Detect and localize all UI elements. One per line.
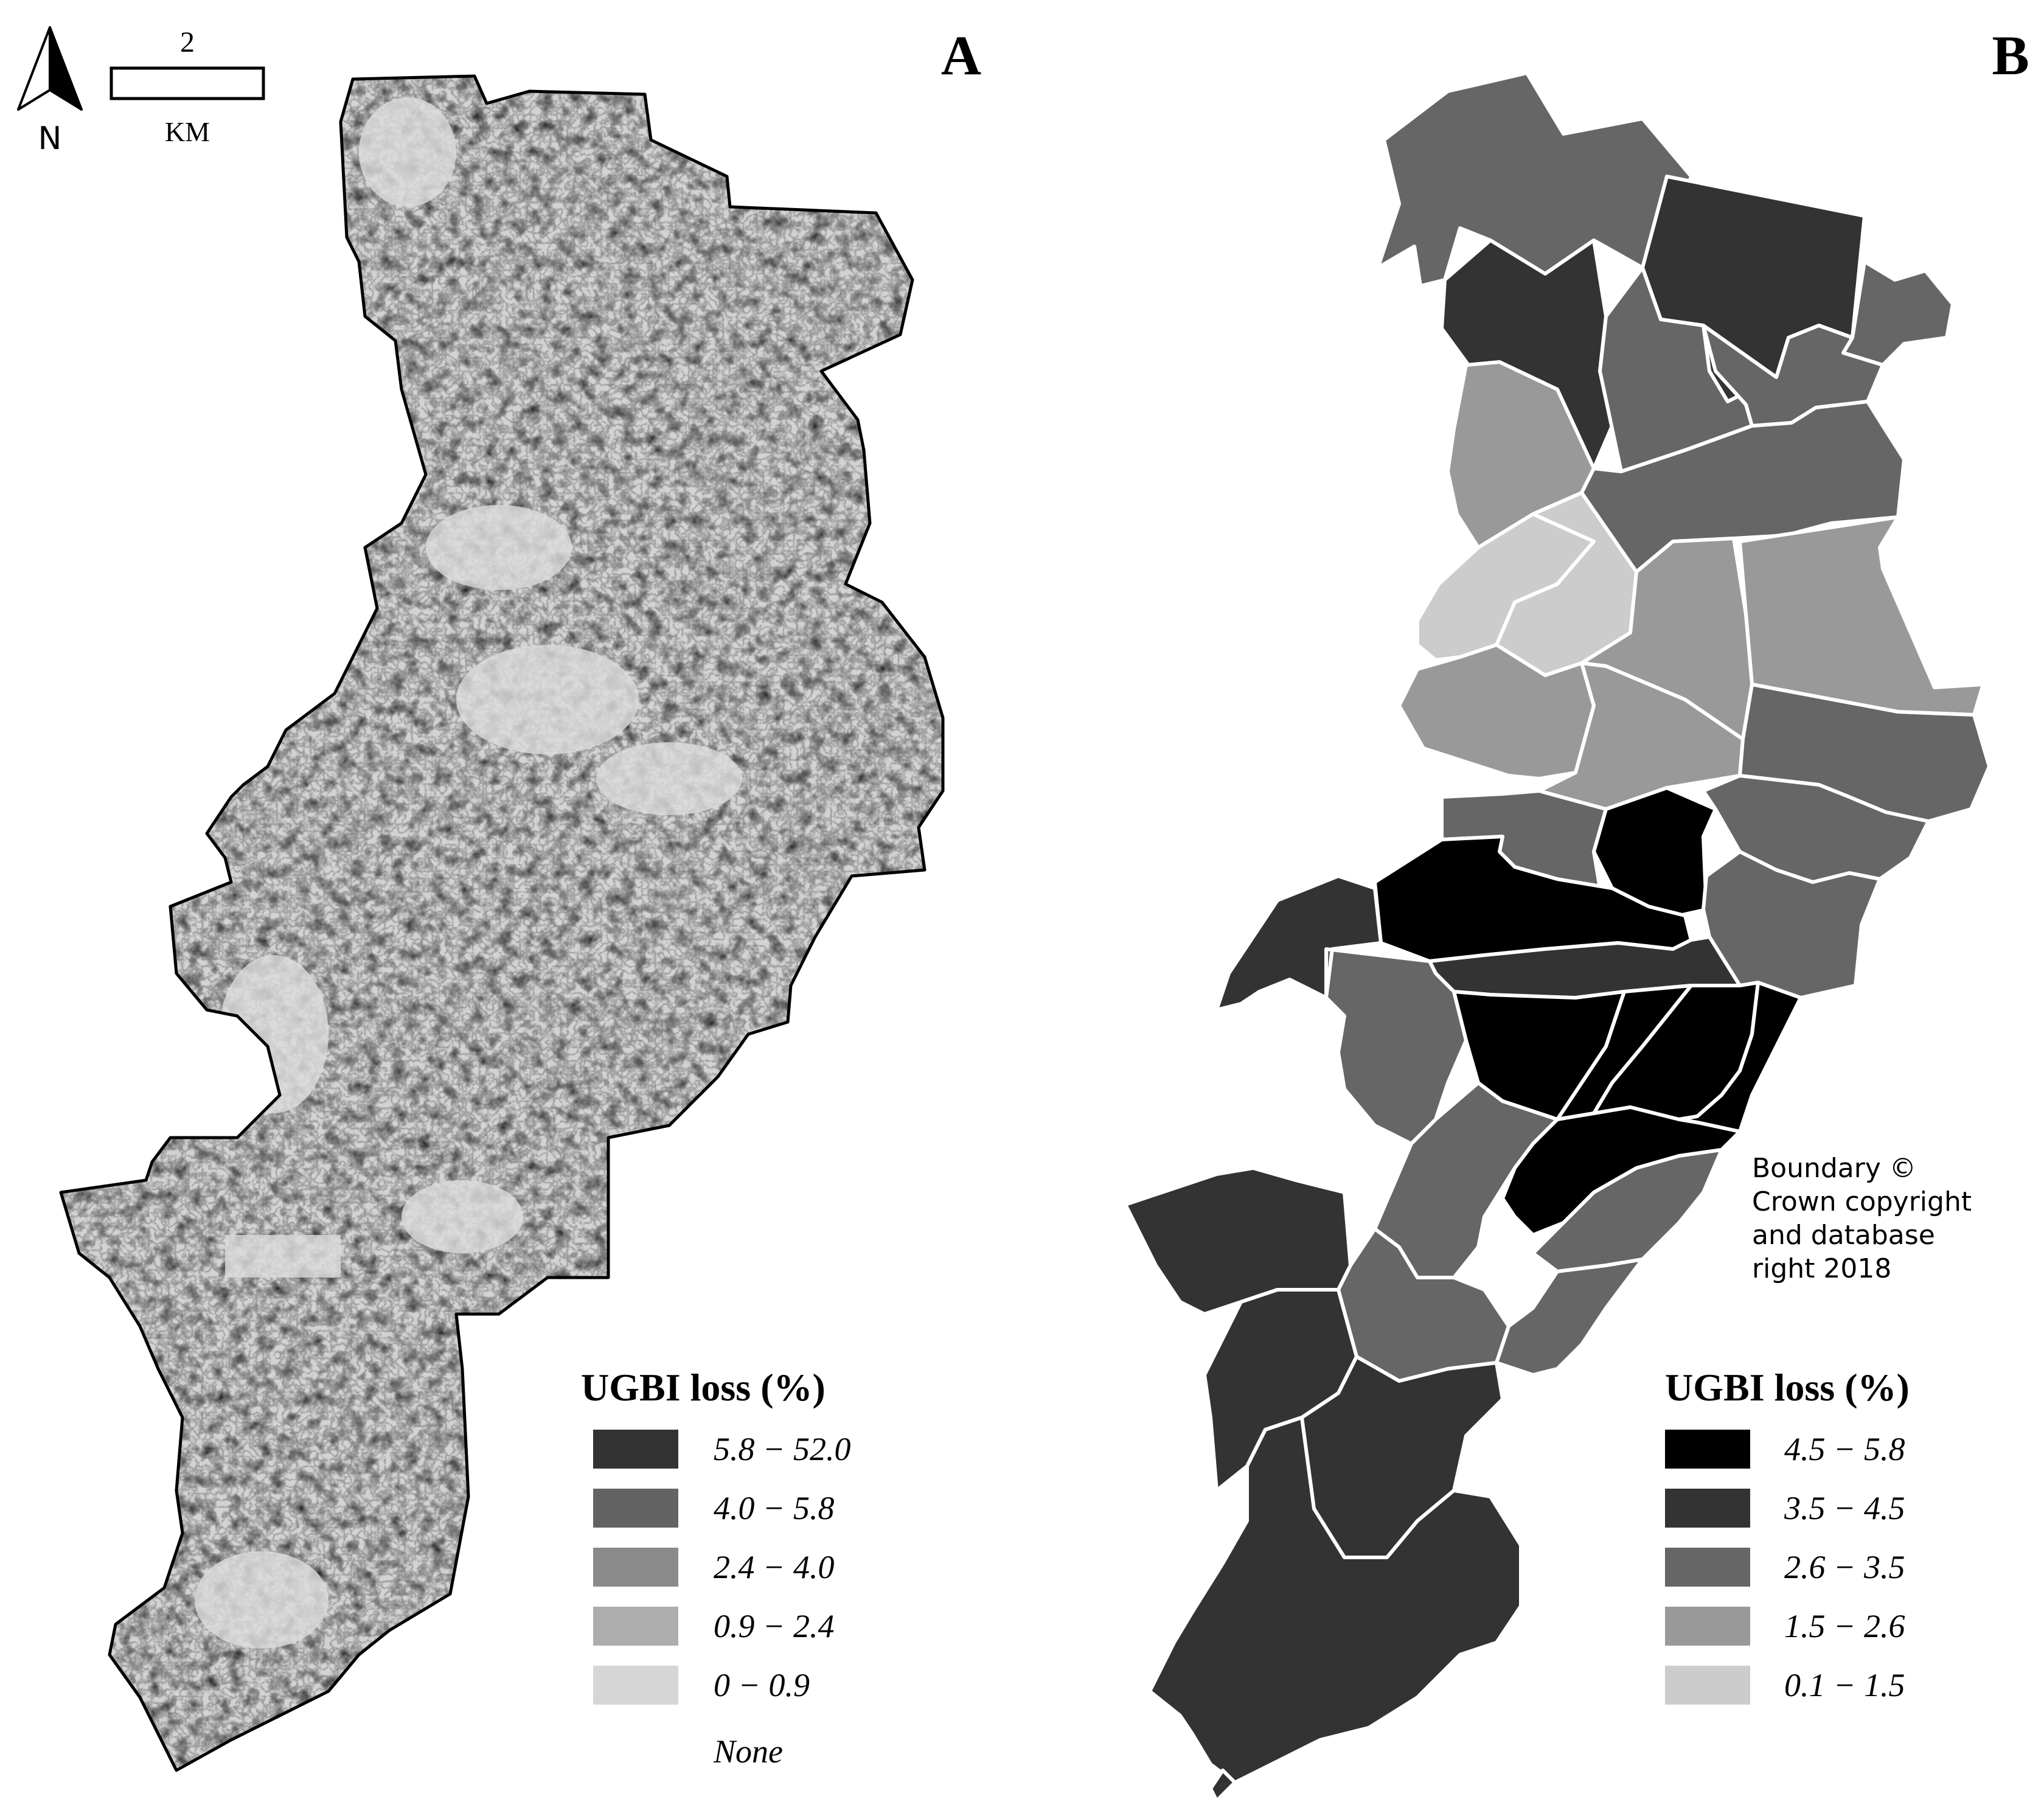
legend-a-label-4: 0 − 0.9 [714,1667,810,1703]
ward-ringway [1148,1416,1523,1784]
north-label: N [38,120,62,157]
ward-airport-strip [1209,1769,1237,1803]
legend-b-label-2: 2.6 − 3.5 [1784,1549,1905,1585]
legend-a: UGBI loss (%) 5.8 − 52.0 4.0 − 5.8 2.4 − 4… [581,1366,850,1770]
legend-b-label-1: 3.5 − 4.5 [1784,1490,1905,1526]
attribution-text: Boundary © Crown copyright and database … [1752,1153,1972,1284]
ward-levenshulme [1702,850,1882,1000]
legend-b-swatch-2 [1665,1548,1750,1587]
legend-a-swatch-0 [593,1430,678,1469]
scale-number: 2 [180,26,195,58]
scale-bar [109,66,265,100]
north-arrow-icon [17,26,83,111]
legend-b-label-3: 1.5 − 2.6 [1784,1608,1905,1644]
legend-b-swatch-4 [1665,1666,1750,1705]
panel-b-label: B [1992,24,2029,86]
scale-unit: KM [165,116,210,147]
attribution-line-2: Crown copyright [1752,1186,1972,1217]
legend-b-swatch-0 [1665,1430,1750,1469]
panel-a-label: A [941,24,981,86]
ward-choropleth-map [1124,71,1991,1803]
legend-b-swatch-1 [1665,1489,1750,1528]
ward-chorlton [1215,874,1383,1012]
legend-a-none: None [713,1733,783,1770]
legend-a-swatch-1 [593,1489,678,1528]
ward-rusholme [1592,786,1717,917]
ward-miles-platting [1738,515,1985,717]
legend-a-swatch-2 [593,1548,678,1587]
panel-b: B [1124,24,2029,1803]
legend-b-label-4: 0.1 − 1.5 [1784,1667,1905,1703]
legend-a-label-0: 5.8 − 52.0 [714,1431,850,1467]
attribution-line-4: right 2018 [1752,1253,1891,1284]
ugbi-raster-map [59,74,945,1772]
legend-b-label-0: 4.5 − 5.8 [1784,1431,1905,1467]
legend-b-swatch-3 [1665,1607,1750,1646]
legend-a-title: UGBI loss (%) [581,1366,826,1409]
legend-a-label-1: 4.0 − 5.8 [714,1490,834,1526]
ward-north-west [1376,71,1693,288]
legend-a-label-3: 0.9 − 2.4 [714,1608,834,1644]
ward-moston [1702,324,1885,428]
attribution-line-1: Boundary © [1752,1153,1916,1184]
legend-a-label-2: 2.4 − 4.0 [714,1549,834,1585]
ward-woodhouse-park [1495,1257,1644,1377]
legend-a-swatch-3 [593,1607,678,1646]
legend-b: UGBI loss (%) 4.5 − 5.8 3.5 − 4.5 2.6 − 3.… [1665,1366,1910,1705]
legend-a-swatch-4 [593,1666,678,1705]
legend-b-title: UGBI loss (%) [1665,1366,1910,1409]
ward-northenden [1531,1148,1723,1273]
panel-a: A N 2 KM [17,24,981,1772]
attribution-line-3: and database [1752,1220,1935,1251]
